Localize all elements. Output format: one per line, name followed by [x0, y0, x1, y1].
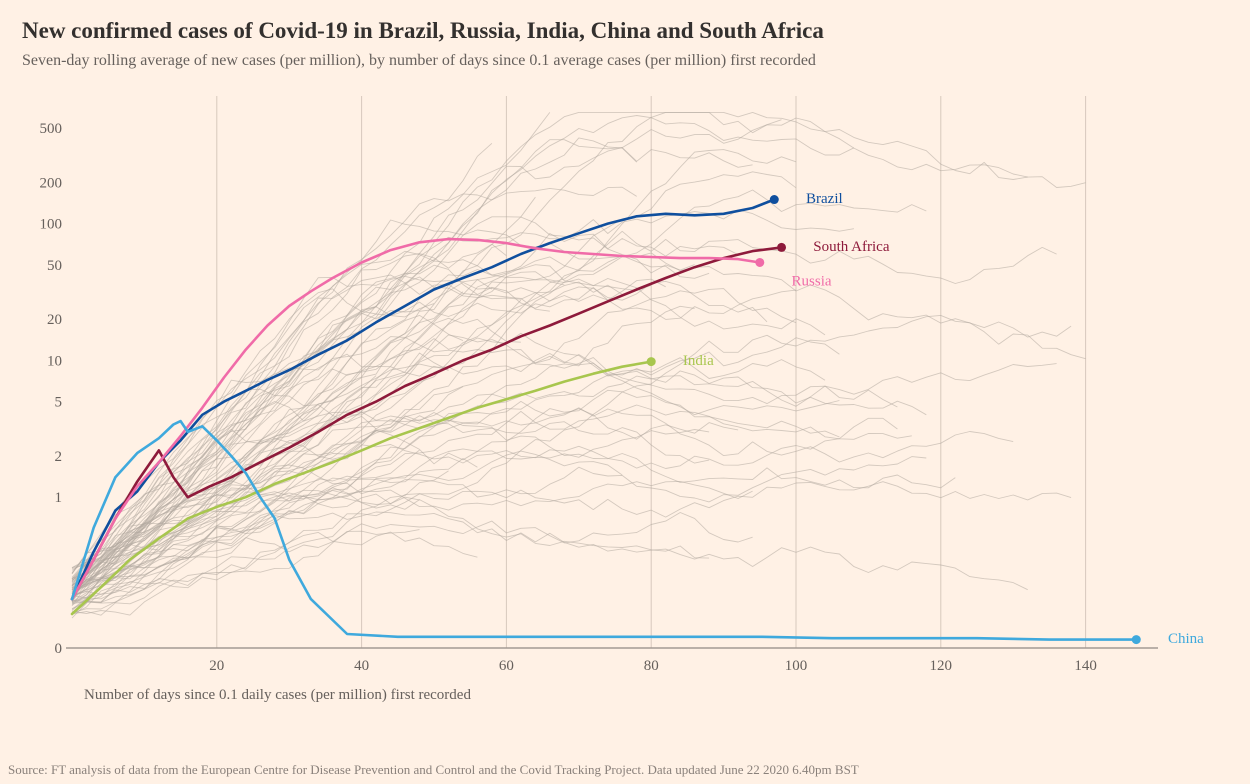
- svg-text:20: 20: [209, 658, 224, 674]
- svg-text:2: 2: [55, 449, 63, 465]
- svg-text:5: 5: [55, 395, 63, 411]
- series-label-russia: Russia: [792, 273, 832, 289]
- chart-source-footer: Source: FT analysis of data from the Eur…: [0, 762, 1250, 778]
- svg-text:1: 1: [55, 490, 63, 506]
- svg-text:140: 140: [1074, 658, 1097, 674]
- covid-line-chart: 20 40 60 80 100 120 140 0 1 2 5 10 20 50 100 200 500 Braz…: [22, 88, 1228, 708]
- svg-text:60: 60: [499, 658, 514, 674]
- chart-title: New confirmed cases of Covid-19 in Brazi…: [22, 18, 1228, 44]
- svg-text:0: 0: [55, 641, 63, 657]
- chart-area: 20 40 60 80 100 120 140 0 1 2 5 10 20 50 100 200 500 Braz…: [22, 88, 1228, 708]
- svg-text:100: 100: [40, 217, 63, 233]
- x-axis-label: Number of days since 0.1 daily cases (pe…: [84, 687, 471, 704]
- svg-text:500: 500: [40, 121, 63, 137]
- series-label-brazil: Brazil: [806, 191, 843, 207]
- svg-text:20: 20: [47, 312, 62, 328]
- svg-text:50: 50: [47, 258, 62, 274]
- chart-subtitle: Seven-day rolling average of new cases (…: [22, 52, 1228, 70]
- svg-text:40: 40: [354, 658, 369, 674]
- svg-text:120: 120: [930, 658, 953, 674]
- svg-text:10: 10: [47, 353, 62, 369]
- background-series: [72, 112, 1086, 618]
- svg-text:80: 80: [644, 658, 659, 674]
- series-label-south-africa: South Africa: [813, 239, 890, 255]
- svg-text:200: 200: [40, 175, 63, 191]
- svg-text:100: 100: [785, 658, 808, 674]
- series-label-china: China: [1168, 631, 1204, 647]
- series-label-india: India: [683, 353, 714, 369]
